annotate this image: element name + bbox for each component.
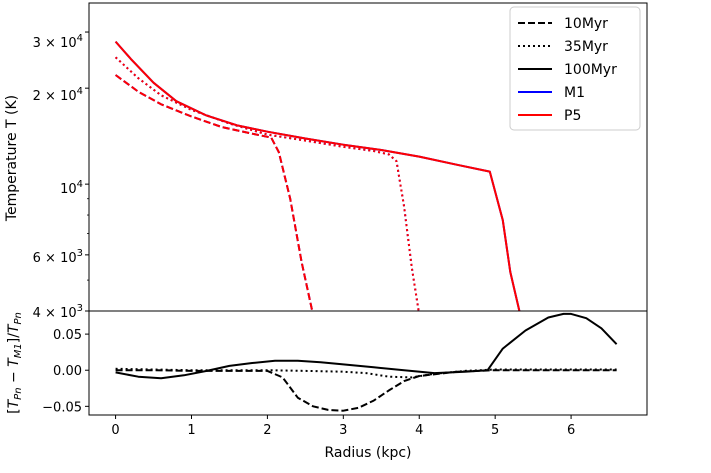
difference-y-axis: 0.05 0.00 −0.05 <box>42 328 89 415</box>
legend-label-35myr: 35Myr <box>564 39 608 55</box>
series-line-p5-10myr <box>115 74 314 311</box>
xtick-label: 1 <box>187 423 195 438</box>
temperature-ylabel: Temperature T (K) <box>4 95 20 222</box>
xtick-label: 0 <box>111 423 119 438</box>
xtick-label: 6 <box>567 423 575 438</box>
temperature-series-group <box>114 40 521 311</box>
legend-label-100myr: 100Myr <box>564 62 617 78</box>
xtick-label: 5 <box>491 423 499 438</box>
xtick-label: 4 <box>415 423 423 438</box>
legend-box <box>509 6 641 131</box>
legend-label-m1: M1 <box>564 85 585 101</box>
ytick-label-4e3: 4 × 103 <box>33 303 83 321</box>
radius-xlabel: Radius (kpc) <box>324 445 411 461</box>
diff-ytick-label: −0.05 <box>42 400 82 415</box>
series-line-p5-100myr <box>114 40 521 311</box>
radius-x-axis: 0 1 2 3 4 5 6 <box>111 415 575 438</box>
xtick-label: 3 <box>339 423 347 438</box>
series-line-m1-35myr <box>114 56 420 311</box>
diff-line-10myr <box>115 369 617 412</box>
ytick-label-2e4: 2 × 104 <box>33 86 83 104</box>
temperature-y-axis <box>85 31 89 312</box>
difference-ylabel: [TPn − TM1]/TPn <box>6 312 24 414</box>
diff-ytick-label: 0.00 <box>53 364 82 379</box>
legend-label-p5: P5 <box>564 108 581 124</box>
legend-label-10myr: 10Myr <box>564 16 608 32</box>
series-line-m1-100myr <box>114 40 521 311</box>
diff-line-100myr <box>115 312 618 380</box>
difference-series-group <box>115 312 618 412</box>
ytick-label-3e4: 3 × 104 <box>33 33 83 51</box>
diff-ytick-label: 0.05 <box>53 328 82 343</box>
ytick-label-6e3: 6 × 103 <box>33 248 83 266</box>
xtick-label: 2 <box>263 423 271 438</box>
plot-frame <box>88 2 648 416</box>
legend: 10Myr 35Myr 100Myr M1 P5 <box>509 6 641 131</box>
ytick-label-1e4: 104 <box>60 179 83 197</box>
series-line-m1-10myr <box>115 74 314 311</box>
series-line-p5-35myr <box>114 56 420 311</box>
